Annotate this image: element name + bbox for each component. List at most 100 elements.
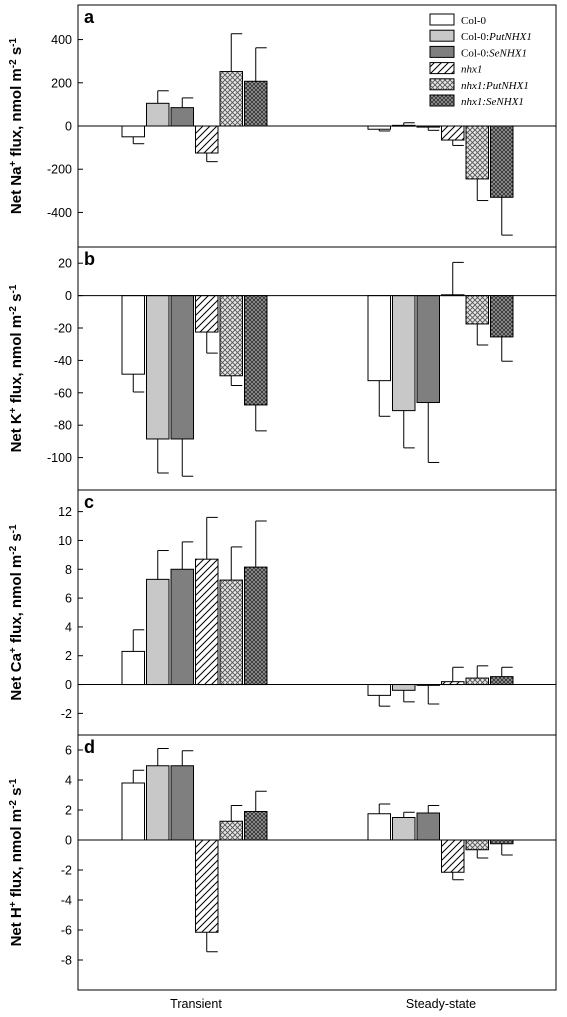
legend-item: nhx1 [429,62,482,76]
y-axis-label: Net K+ flux, nmol m-2 s-1 [8,284,26,452]
y-tick-label: -200 [47,163,72,177]
y-tick-label: -8 [61,954,72,968]
legend-swatch [429,62,455,75]
bar-a-s1-transient [121,125,145,138]
y-tick-label: -80 [54,419,72,433]
legend-swatch [429,94,455,107]
bar-c-s5-steady-state [465,677,489,686]
y-tick-label: 2 [65,649,72,663]
legend-swatch [429,29,455,42]
y-tick-label: 400 [51,33,72,47]
panel-letter: d [84,737,95,757]
legend-label: nhx1:SeNHX1 [461,96,524,108]
bar-d-s6-transient [244,811,268,841]
legend-swatch [429,45,455,58]
bar-d-s3-transient [170,765,194,841]
y-tick-label: 6 [65,744,72,758]
legend-item: Col-0:PutNHX1 [429,29,532,43]
legend-label: Col-0 [461,15,487,27]
panel-letter: b [84,249,95,269]
y-tick-label: 12 [58,505,72,519]
bar-c-s6-steady-state [490,676,514,686]
y-tick-label: 6 [65,592,72,606]
bar-d-s5-steady-state [465,839,489,851]
bar-d-s2-transient [146,765,170,841]
bar-c-s5-transient [219,579,243,686]
bar-a-s4-transient [195,125,219,154]
bar-b-s1-steady-state [367,295,391,382]
bar-d-s2-steady-state [392,817,416,841]
x-category-label: Steady-state [406,997,476,1011]
bar-b-s3-steady-state [416,295,440,404]
bar-a-s3-transient [170,107,194,127]
y-tick-label: 2 [65,804,72,818]
y-tick-label: -100 [47,451,72,465]
y-tick-label: 200 [51,76,72,90]
legend-label: nhx1 [461,64,482,76]
bar-d-s5-transient [219,820,243,841]
bar-a-s5-steady-state [465,125,489,180]
y-axis-label: Net Na+ flux, nmol m-2 s-1 [8,37,26,214]
bar-d-s4-steady-state [441,839,465,873]
x-category-label: Transient [170,997,222,1011]
bar-c-s1-transient [121,650,145,686]
bar-b-s2-steady-state [392,295,416,412]
y-tick-label: 0 [65,289,72,303]
y-tick-label: 4 [65,620,72,634]
legend-swatch [429,78,455,91]
bar-d-s1-steady-state [367,813,391,841]
bar-a-s2-transient [146,102,170,127]
y-tick-label: -2 [61,707,72,721]
panel-letter: c [84,492,94,512]
legend: Col-0 Col-0:PutNHX1 Col-0:SeNHX1 nhx1 nhx1:P… [429,13,532,108]
legend-item: Col-0:SeNHX1 [429,45,527,59]
bar-a-s6-transient [244,80,268,127]
bar-b-s4-transient [195,295,219,333]
bar-b-s3-transient [170,295,194,440]
bar-c-s1-steady-state [367,684,391,696]
bar-d-s3-steady-state [416,812,440,841]
y-tick-label: -60 [54,386,72,400]
panel-letter: a [84,7,95,27]
legend-label: Col-0:PutNHX1 [461,31,532,43]
y-axis-label: Net Ca+ flux, nmol m-2 s-1 [8,524,26,701]
bar-c-s4-transient [195,558,219,686]
bar-a-s5-transient [219,71,243,127]
bar-c-s2-steady-state [392,684,416,691]
legend-swatch [429,13,455,26]
bar-b-s5-steady-state [465,295,489,325]
bar-c-s6-transient [244,566,268,686]
bar-d-s6-steady-state [490,839,514,845]
y-tick-label: -20 [54,322,72,336]
y-tick-label: 0 [65,678,72,692]
panel-d: -8 -6 -4 -2 0 2 4 6 d Net H+ flux, nmol m-2 s-1 [8,734,557,991]
panel-c: -2 0 2 4 6 8 10 12 c Net Ca+ flux, nmol m-2 s-1 [8,489,557,736]
legend-item: Col-0 [429,13,487,27]
bar-b-s6-steady-state [490,295,514,338]
y-tick-label: -400 [47,206,72,220]
bar-c-s2-transient [146,578,170,686]
bar-b-s5-transient [219,295,243,377]
y-tick-label: -40 [54,354,72,368]
y-tick-label: -4 [61,894,72,908]
y-axis-label: Net H+ flux, nmol m-2 s-1 [8,778,26,946]
legend-label: Col-0:SeNHX1 [461,47,527,59]
legend-item: nhx1:SeNHX1 [429,94,524,108]
bar-a-s6-steady-state [490,125,514,198]
y-tick-label: -6 [61,924,72,938]
panel-frame [77,734,557,991]
legend-item: nhx1:PutNHX1 [429,78,529,92]
bar-a-s4-steady-state [441,125,465,141]
y-tick-label: 0 [65,120,72,134]
bar-c-s3-transient [170,568,194,686]
bar-b-s6-transient [244,295,268,406]
y-tick-label: 4 [65,774,72,788]
y-tick-label: 0 [65,834,72,848]
panel-a: -400 -200 0 200 400 a Net Na+ flux, nmol m-2 s… [8,4,557,248]
bar-d-s4-transient [195,839,219,933]
bar-b-s1-transient [121,295,145,375]
panel-b: -100 -80 -60 -40 -20 0 20 b Net K+ flux, nmol m-… [8,246,557,491]
y-tick-label: 20 [58,257,72,271]
y-tick-label: -2 [61,864,72,878]
